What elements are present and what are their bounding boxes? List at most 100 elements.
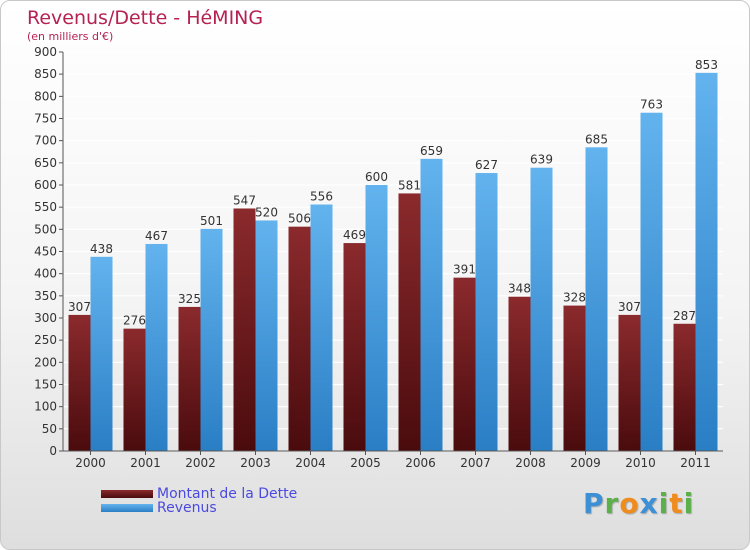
bar-revenus — [530, 167, 553, 451]
bar-dette — [398, 193, 421, 451]
legend-label-revenus: Revenus — [157, 500, 217, 516]
proxiti-logo: Proxiti — [583, 487, 694, 520]
data-label-dette: 287 — [673, 309, 696, 323]
bar-revenus — [475, 173, 498, 451]
bar-dette — [563, 305, 586, 451]
x-tick-label: 2008 — [515, 456, 546, 470]
legend-item-revenus: Revenus — [101, 500, 301, 517]
bar-dette — [123, 328, 146, 451]
x-tick-label: 2005 — [350, 456, 381, 470]
x-tick-label: 2002 — [185, 456, 216, 470]
data-label-revenus: 501 — [200, 214, 223, 228]
bar-revenus — [420, 158, 443, 452]
x-axis: 2000 2001 2002 2003 2004 2005 2006 2007 2008 2009… — [63, 450, 723, 470]
y-tick-label: 400 — [34, 267, 57, 281]
x-tick-label: 2007 — [460, 456, 491, 470]
y-tick-label: 350 — [34, 289, 57, 303]
y-tick-label: 700 — [34, 134, 57, 148]
x-tick-label: 2000 — [75, 456, 106, 470]
legend-swatch-dette — [101, 490, 153, 498]
bar-dette — [68, 314, 91, 451]
data-label-revenus: 627 — [475, 158, 498, 172]
legend-swatch-revenus — [101, 504, 153, 512]
data-label-revenus: 639 — [530, 153, 553, 167]
bar-dette — [453, 277, 476, 451]
data-label-dette: 506 — [288, 212, 311, 226]
y-axis: 0 50 100 150 200 250 300 350 400 450 500 550 600 650 7… — [34, 45, 64, 458]
legend-item-dette: Montant de la Dette — [101, 486, 301, 503]
y-tick-label: 100 — [34, 400, 57, 414]
data-label-revenus: 685 — [585, 132, 608, 146]
data-label-dette: 325 — [178, 292, 201, 306]
data-label-revenus: 853 — [695, 58, 718, 72]
bars — [68, 72, 718, 452]
y-tick-label: 450 — [34, 245, 57, 259]
data-label-revenus: 556 — [310, 190, 333, 204]
logo-letter: t — [669, 487, 684, 520]
logo-letter: x — [639, 487, 659, 520]
data-label-dette: 469 — [343, 228, 366, 242]
logo-letter: P — [583, 487, 605, 520]
gridlines — [63, 51, 723, 452]
bar-dette — [343, 243, 366, 451]
logo-letter: i — [658, 487, 670, 520]
data-label-dette: 328 — [563, 291, 586, 305]
data-label-dette: 307 — [68, 300, 91, 314]
data-label-dette: 307 — [618, 300, 641, 314]
bar-dette — [618, 314, 641, 451]
data-label-revenus: 520 — [255, 205, 278, 219]
y-tick-label: 900 — [34, 45, 57, 59]
bar-revenus — [695, 72, 718, 451]
y-tick-label: 750 — [34, 112, 57, 126]
y-tick-label: 300 — [34, 311, 57, 325]
bar-dette — [673, 323, 696, 451]
x-tick-label: 2001 — [130, 456, 161, 470]
logo-letter: o — [619, 487, 640, 520]
x-tick-label: 2004 — [295, 456, 326, 470]
data-label-dette: 276 — [123, 314, 146, 328]
bar-revenus — [310, 204, 333, 451]
data-label-revenus: 438 — [90, 242, 113, 256]
y-tick-label: 500 — [34, 222, 57, 236]
bar-revenus — [255, 220, 278, 451]
bar-dette — [178, 306, 201, 451]
y-tick-label: 600 — [34, 178, 57, 192]
y-tick-label: 50 — [42, 422, 57, 436]
y-tick-label: 250 — [34, 333, 57, 347]
y-tick-label: 200 — [34, 355, 57, 369]
data-label-dette: 581 — [398, 178, 421, 192]
y-tick-label: 550 — [34, 200, 57, 214]
bar-revenus — [145, 243, 168, 451]
data-label-dette: 348 — [508, 282, 531, 296]
y-tick-label: 650 — [34, 156, 57, 170]
data-label-revenus: 600 — [365, 170, 388, 184]
logo-letter: r — [604, 487, 620, 520]
data-label-revenus: 659 — [420, 144, 443, 158]
y-tick-label: 800 — [34, 89, 57, 103]
chart-title: Revenus/Dette - HéMING — [27, 7, 264, 29]
y-tick-label: 0 — [49, 444, 57, 458]
logo-letter: i — [683, 487, 695, 520]
bar-revenus — [365, 185, 388, 451]
data-label-dette: 391 — [453, 263, 476, 277]
bar-revenus — [200, 228, 223, 451]
bar-dette — [288, 226, 311, 451]
x-tick-label: 2003 — [240, 456, 271, 470]
data-label-revenus: 763 — [640, 98, 663, 112]
x-tick-label: 2011 — [680, 456, 711, 470]
bar-dette — [508, 296, 531, 451]
bar-dette — [233, 208, 256, 451]
x-tick-label: 2009 — [570, 456, 601, 470]
x-tick-label: 2010 — [625, 456, 656, 470]
y-tick-label: 150 — [34, 378, 57, 392]
y-tick-label: 850 — [34, 67, 57, 81]
legend-label-dette: Montant de la Dette — [157, 486, 298, 502]
bar-revenus — [585, 147, 608, 452]
x-tick-label: 2006 — [405, 456, 436, 470]
bar-revenus — [90, 256, 113, 451]
data-label-dette: 547 — [233, 193, 256, 207]
bar-revenus — [640, 112, 663, 451]
